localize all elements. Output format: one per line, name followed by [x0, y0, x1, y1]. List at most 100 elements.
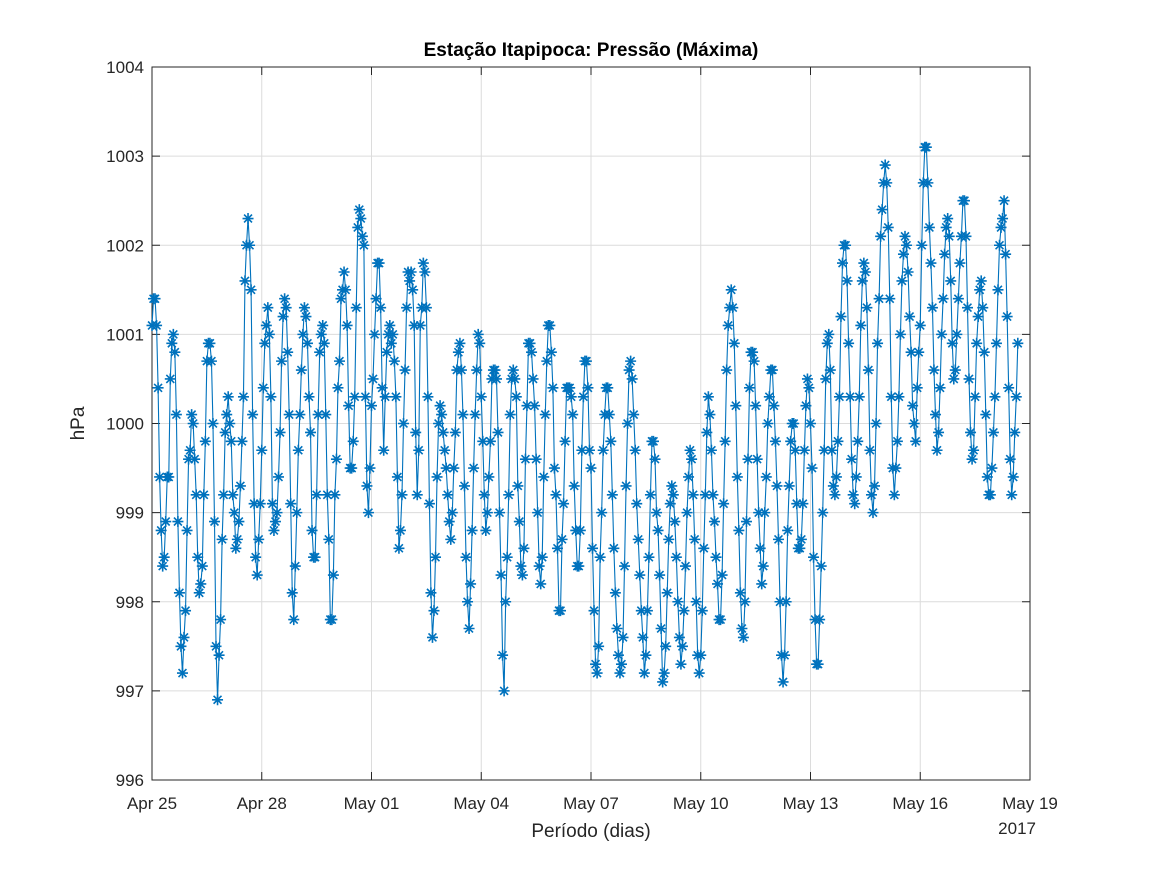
data-point	[689, 533, 701, 545]
data-point	[305, 426, 317, 438]
data-point	[573, 560, 585, 572]
data-point	[827, 480, 839, 492]
data-point	[891, 435, 903, 447]
data-point	[405, 266, 417, 278]
data-point	[321, 489, 333, 501]
data-point	[902, 266, 914, 278]
data-point	[1010, 391, 1022, 403]
data-point	[373, 257, 385, 269]
data-point	[608, 542, 620, 554]
data-point	[667, 489, 679, 501]
data-point	[170, 409, 182, 421]
data-point	[939, 248, 951, 260]
data-point	[504, 409, 516, 421]
data-point	[699, 489, 711, 501]
data-point	[213, 649, 225, 661]
data-point	[215, 614, 227, 626]
data-point	[452, 346, 464, 358]
data-point	[160, 516, 172, 528]
data-point	[279, 293, 291, 305]
data-point	[916, 239, 928, 251]
data-point	[1012, 337, 1024, 349]
data-point	[768, 400, 780, 412]
data-point	[180, 605, 192, 617]
data-point	[687, 489, 699, 501]
data-point	[597, 444, 609, 456]
data-point	[454, 337, 466, 349]
data-point	[710, 551, 722, 563]
data-point	[615, 658, 627, 670]
data-point	[628, 409, 640, 421]
data-point	[632, 533, 644, 545]
data-point	[791, 498, 803, 510]
data-point	[681, 507, 693, 519]
data-point	[193, 587, 205, 599]
data-point	[239, 275, 251, 287]
data-point	[244, 239, 256, 251]
data-point	[923, 221, 935, 233]
x-tick-label: May 07	[563, 794, 619, 813]
data-point	[612, 649, 624, 661]
data-point	[951, 328, 963, 340]
data-point	[817, 507, 829, 519]
data-point	[276, 355, 288, 367]
data-point	[974, 284, 986, 296]
y-tick-label: 1001	[106, 325, 144, 344]
data-point	[888, 489, 900, 501]
data-point	[237, 391, 249, 403]
data-point	[815, 560, 827, 572]
data-point	[163, 471, 175, 483]
data-point	[696, 605, 708, 617]
data-point	[989, 391, 1001, 403]
data-point	[702, 391, 714, 403]
data-point	[317, 319, 329, 331]
data-point	[158, 551, 170, 563]
data-point	[614, 667, 626, 679]
data-point	[744, 382, 756, 394]
data-point	[219, 426, 231, 438]
data-point	[847, 489, 859, 501]
data-point	[771, 480, 783, 492]
y-tick-label: 999	[116, 504, 144, 523]
data-point	[800, 400, 812, 412]
data-point	[971, 337, 983, 349]
data-point	[349, 391, 361, 403]
data-point	[460, 551, 472, 563]
data-point	[445, 533, 457, 545]
data-point	[535, 578, 547, 590]
data-point	[654, 569, 666, 581]
data-point	[497, 649, 509, 661]
data-point	[192, 551, 204, 563]
data-point	[958, 195, 970, 207]
data-point	[872, 337, 884, 349]
data-point	[949, 364, 961, 376]
y-tick-label: 1002	[106, 236, 144, 255]
data-point	[580, 355, 592, 367]
data-point	[657, 676, 669, 688]
data-point	[550, 489, 562, 501]
data-point	[564, 382, 576, 394]
data-point	[411, 489, 423, 501]
data-point	[617, 631, 629, 643]
data-point	[1000, 248, 1012, 260]
data-point	[259, 337, 271, 349]
data-point	[356, 230, 368, 242]
data-point	[568, 480, 580, 492]
data-point	[826, 444, 838, 456]
data-point	[404, 275, 416, 287]
data-point	[367, 373, 379, 385]
data-point	[963, 373, 975, 385]
data-point	[757, 560, 769, 572]
data-point	[772, 533, 784, 545]
data-point	[734, 587, 746, 599]
data-point	[1007, 471, 1019, 483]
data-point	[913, 346, 925, 358]
data-point	[218, 489, 230, 501]
data-point	[661, 587, 673, 599]
data-point	[805, 418, 816, 429]
data-point	[366, 400, 377, 412]
data-point	[555, 605, 567, 617]
data-point	[250, 551, 262, 563]
data-point	[780, 596, 792, 608]
y-tick-label: 1003	[106, 147, 144, 166]
